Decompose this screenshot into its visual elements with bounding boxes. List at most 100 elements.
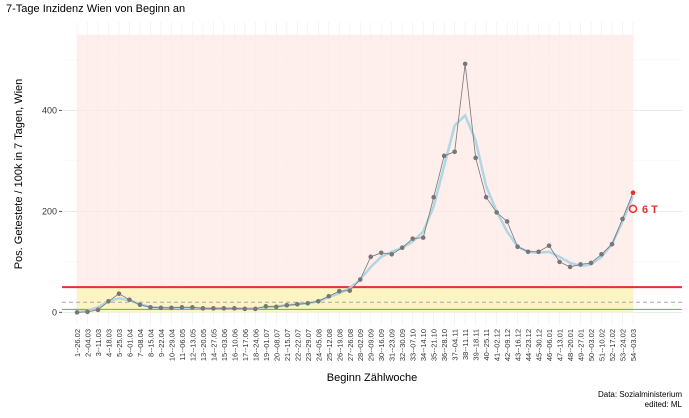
data-point <box>557 259 562 265</box>
annotation: 6 T <box>642 204 658 216</box>
x-tick-label: 5--25.03 <box>115 329 124 357</box>
data-point <box>567 264 573 270</box>
data-point <box>399 245 405 251</box>
data-point <box>473 155 478 161</box>
x-tick-label: 10--29.04 <box>167 329 176 361</box>
data-point <box>158 305 164 311</box>
data-point <box>441 153 447 159</box>
x-tick-label: 18--24.06 <box>251 329 260 361</box>
x-tick-label: 44--23.12 <box>524 329 533 361</box>
x-tick-label: 50--03.02 <box>587 329 596 361</box>
data-point <box>274 304 279 310</box>
x-tick-label: 47--13.01 <box>556 329 565 361</box>
y-tick-label: 400 <box>42 105 57 115</box>
x-tick-label: 6--01.04 <box>125 329 134 357</box>
data-point <box>410 236 415 241</box>
data-point <box>315 298 321 304</box>
x-tick-label: 11--06.05 <box>178 329 187 361</box>
data-point <box>336 288 342 294</box>
x-axis-label: Beginn Zählwoche <box>327 372 418 384</box>
data-point <box>378 250 384 256</box>
x-tick-label: 16--10.06 <box>230 329 239 361</box>
x-tick-label: 2--04.03 <box>83 329 92 357</box>
data-point <box>169 305 174 311</box>
x-tick-label: 52--17.02 <box>608 329 617 361</box>
x-tick-label: 23--29.07 <box>304 329 313 361</box>
data-point <box>546 243 552 249</box>
data-point <box>116 291 122 296</box>
data-point <box>148 305 153 310</box>
x-tick-label: 38--11.11 <box>461 329 470 360</box>
x-tick-label: 28--02.09 <box>356 329 365 361</box>
data-point <box>525 249 531 255</box>
x-tick-label: 41--02.12 <box>493 329 502 361</box>
x-tick-label: 54--03.03 <box>629 329 638 361</box>
x-tick-label: 30--16.09 <box>377 329 386 361</box>
x-tick-label: 35--21.10 <box>430 329 439 361</box>
y-tick-label: 200 <box>42 206 57 216</box>
data-point <box>588 260 594 266</box>
data-point <box>253 306 258 312</box>
x-tick-label: 21--15.07 <box>283 329 292 361</box>
x-tick-label: 46--06.01 <box>545 329 554 361</box>
x-tick-label: 7--08.04 <box>136 329 145 357</box>
x-tick-label: 24--05.08 <box>314 329 323 361</box>
data-point <box>190 305 195 310</box>
x-tick-label: 4--18.03 <box>104 329 113 357</box>
data-point <box>599 252 604 257</box>
x-tick-label: 48--20.01 <box>566 329 575 361</box>
x-tick-label: 33--07.10 <box>409 329 418 361</box>
data-point <box>420 235 426 240</box>
x-tick-label: 13--20.05 <box>199 329 208 361</box>
annotation-marker <box>628 204 638 214</box>
data-point <box>431 194 436 200</box>
data-point <box>232 306 237 311</box>
x-tick-label: 39--18.11 <box>472 329 481 361</box>
data-point <box>284 303 290 308</box>
data-point <box>295 301 300 307</box>
y-axis-label: Pos. Getestete / 100k in 7 Tagen, Wien <box>13 79 25 270</box>
data-point <box>221 306 227 311</box>
x-tick-label: 17--17.06 <box>241 329 250 361</box>
caption: Data: Sozialministerium <box>598 390 682 399</box>
data-point <box>494 210 499 215</box>
x-tick-label: 32--30.09 <box>398 329 407 361</box>
chart-title: 7-Tage Inzidenz Wien von Beginn an <box>6 3 185 15</box>
x-tick-label: 1--26.02 <box>73 329 82 357</box>
data-point <box>536 249 541 255</box>
data-point <box>211 306 216 311</box>
y-tick-label: 0 <box>52 307 57 317</box>
data-point <box>179 305 185 310</box>
data-point <box>200 306 206 311</box>
x-tick-label: 40--25.11 <box>482 329 491 361</box>
x-tick-label: 14--27.05 <box>209 329 218 361</box>
x-tick-label: 9--22.04 <box>157 329 166 357</box>
data-point <box>578 262 583 267</box>
x-tick-label: 15--03.06 <box>220 329 229 361</box>
data-point <box>452 149 457 155</box>
data-point <box>357 277 363 282</box>
x-tick-label: 12--13.05 <box>188 329 197 361</box>
data-point <box>305 300 311 306</box>
data-point <box>483 194 489 200</box>
x-tick-label: 37--04.11 <box>451 329 460 361</box>
x-tick-label: 3--11.03 <box>94 329 103 356</box>
x-tick-label: 8--15.04 <box>146 329 155 357</box>
x-tick-label: 31--23.09 <box>388 329 397 361</box>
data-point <box>389 252 395 257</box>
x-tick-label: 22--22.07 <box>293 329 302 361</box>
data-point <box>74 310 80 315</box>
x-tick-label: 45--30.12 <box>535 329 544 361</box>
data-point <box>326 293 332 299</box>
data-point <box>137 302 143 308</box>
data-point <box>127 297 132 303</box>
data-point <box>85 309 90 315</box>
x-tick-label: 49--27.01 <box>577 329 586 361</box>
data-point <box>106 298 111 304</box>
data-point <box>515 244 520 250</box>
x-tick-label: 27--26.08 <box>346 329 355 361</box>
x-tick-label: 53--24.02 <box>619 329 628 361</box>
x-tick-label: 25--12.08 <box>325 329 334 361</box>
data-point <box>462 61 468 67</box>
data-point <box>630 190 636 195</box>
